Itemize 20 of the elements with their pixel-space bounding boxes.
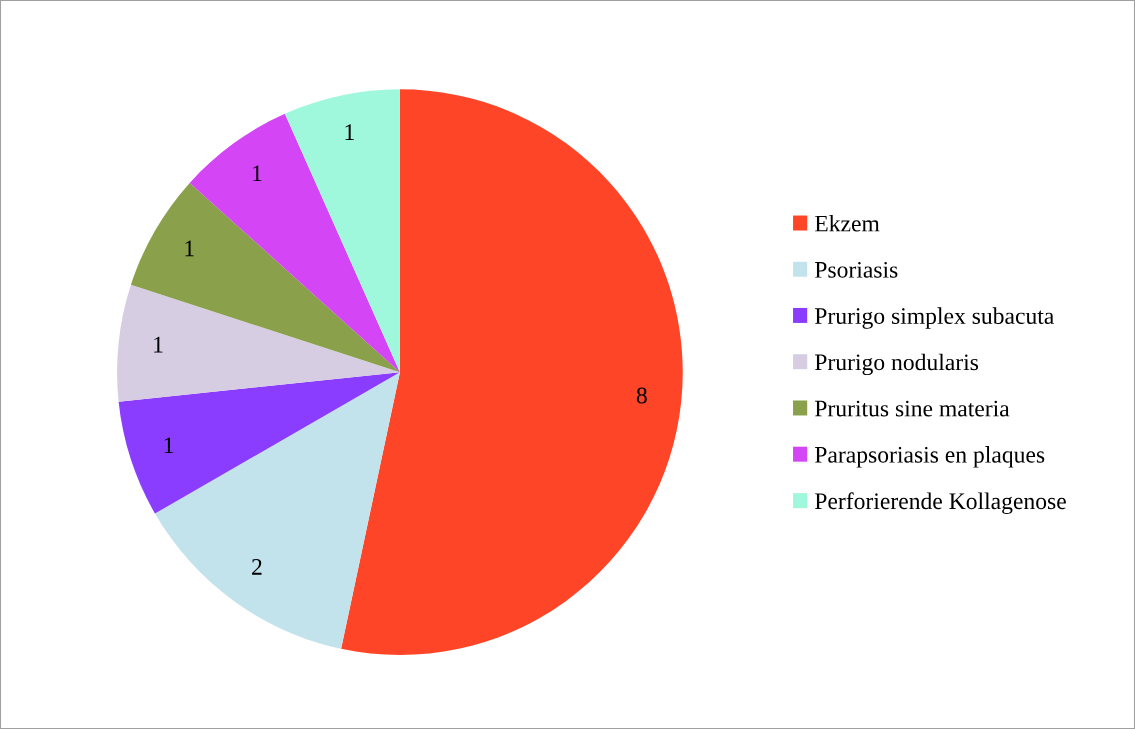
data-label: 1 (185, 240, 194, 257)
data-label: 1 (164, 437, 174, 453)
pie-slice (117, 284, 400, 402)
legend-label: Ekzem (814, 214, 880, 232)
legend-label: Prurigo simplex subacuta (814, 307, 1054, 329)
legend-label: Psoriasis (814, 261, 898, 278)
data-label: 1 (253, 165, 262, 182)
pie-slice (154, 372, 400, 649)
pie-slice (118, 372, 400, 514)
data-label: 8 (636, 387, 647, 404)
pie-slice (341, 89, 683, 656)
legend-label: Pruritus sine materia (814, 400, 1010, 417)
legend-label: Perforierende Kollagenose (814, 492, 1066, 515)
legend-label: Prurigo nodularis (814, 353, 979, 376)
data-label: 2 (252, 558, 262, 575)
pie-slice (130, 182, 400, 373)
legend-label: Parapsoriasis en plaques (814, 446, 1045, 468)
pie-slice (284, 89, 400, 373)
data-label: 1 (154, 336, 163, 353)
data-label: 1 (345, 124, 354, 140)
